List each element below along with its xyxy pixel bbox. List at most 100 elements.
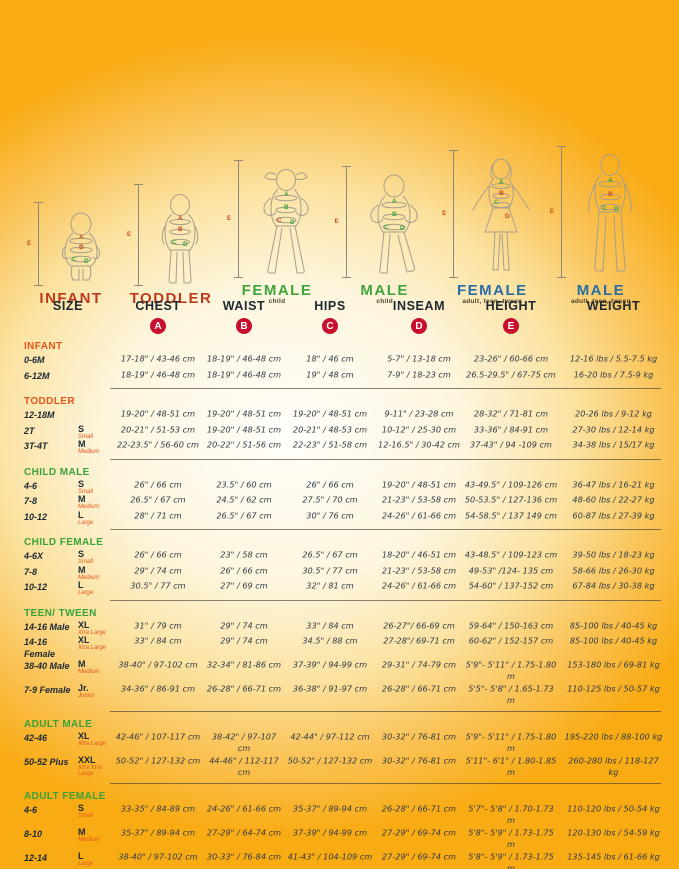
table-row: 8-10 M Medium 35-37" / 89-94 cm 27-29" / 64-… — [24, 828, 667, 852]
row-size: M Medium — [78, 440, 112, 456]
row-size: S Small — [78, 478, 112, 495]
size-letter: Jr. — [78, 683, 89, 693]
chest-cell: 18-19" / 46-48 cm — [120, 370, 196, 381]
section-divider — [110, 599, 661, 601]
chest-cell: 33-35" / 84-89 cm — [120, 804, 196, 815]
figure-male-adult: E A B C D — [550, 146, 645, 306]
column-header-size: SIZE — [24, 299, 112, 334]
hips-cell: 32" / 81 cm — [306, 581, 354, 592]
column-label: WEIGHT — [586, 299, 641, 313]
size-letter: L — [78, 851, 84, 861]
size-sublabel: Xtra Large — [78, 629, 107, 636]
section-title: INFANT — [24, 341, 63, 352]
chest-cell: 31" / 79 cm — [134, 621, 182, 632]
measure-letter-badge: D — [411, 318, 427, 334]
height-cell: 60-62" / 152-157 cm — [468, 636, 554, 647]
section-title: ADULT FEMALE — [24, 791, 106, 802]
height-cell: 59-64" / 150-163 cm — [468, 621, 554, 632]
section-infant: INFANT 0-6M 17-18" / 43-46 cm 18-19" / 46-4… — [24, 341, 667, 389]
figure-letter-a: A — [178, 215, 183, 222]
chest-cell: 42-46" / 107-117 cm — [115, 732, 201, 743]
figure-letter-b: B — [608, 191, 613, 198]
section-toddler: TODDLER 12-18M 19-20" / 48-51 cm 19-20" / 4… — [24, 396, 667, 460]
weight-cell: 110-125 lbs / 50-57 kg — [567, 684, 660, 695]
waist-cell: 30-33" / 76-84 cm — [206, 852, 282, 863]
height-cell: 37-43" / 94 -109 cm — [470, 440, 552, 451]
size-letter: XL — [78, 635, 90, 645]
table-row: 3T-4T M Medium 22-23.5" / 56-60 cm 20-22" / … — [24, 440, 667, 456]
chest-cell: 26" / 66 cm — [134, 480, 182, 491]
inseam-cell: 5-7" / 13-18 cm — [387, 354, 451, 365]
height-measure-line: E — [127, 184, 143, 286]
table-header: SIZE CHEST A WAIST B HIPS C INSEAM D HEIGHT E WEIGH… — [24, 299, 667, 334]
inseam-cell: 10-12" / 25-30 cm — [381, 425, 457, 436]
figure-label: INFANT — [39, 290, 103, 307]
size-sublabel: Small — [78, 559, 94, 565]
table-row: 2T S Small 20-21" / 51-53 cm 19-20" / 48-51 … — [24, 423, 667, 441]
hips-cell: 35-37" / 89-94 cm — [292, 804, 368, 815]
chest-cell: 30.5" / 77 cm — [130, 581, 186, 592]
section-title: TEEN/ TWEEN — [24, 607, 97, 619]
inseam-cell: 7-9" / 18-23 cm — [387, 370, 451, 381]
table-row: 14-16 Male XL Xtra Large 31" / 79 cm 29" / 7… — [24, 620, 667, 637]
weight-cell: 60-87 lbs / 27-39 kg — [572, 511, 655, 522]
height-measure-line: E — [335, 166, 351, 278]
size-sublabel: Small — [78, 433, 94, 440]
row-size: M Medium — [78, 495, 112, 511]
weight-cell: 67-84 lbs / 30-38 kg — [572, 581, 655, 592]
column-header-height: HEIGHT E — [462, 299, 560, 334]
waist-cell: 29" / 74 cm — [220, 621, 268, 632]
size-letter: S — [78, 423, 85, 434]
inseam-cell: 30-32" / 76-81 cm — [381, 732, 457, 743]
size-letter: S — [78, 478, 85, 489]
section-child-female: CHILD FEMALE 4-6X S Small 26" / 66 cm 23" / 5… — [24, 537, 667, 601]
column-header-hips: HIPS C — [284, 299, 376, 334]
weight-cell: 36-47 lbs / 16-21 kg — [572, 480, 655, 491]
row-size: L Large — [78, 510, 112, 526]
size-sublabel: Small — [78, 813, 94, 819]
waist-cell: 24.5" / 62 cm — [216, 495, 272, 506]
size-letter: XXL — [78, 755, 96, 765]
height-cell: 43-48.5" / 109-123 cm — [464, 550, 558, 561]
infant-figure-icon: A B C D — [61, 212, 101, 281]
figure-sublabel: child — [268, 298, 286, 305]
column-header-inseam: INSEAM D — [376, 299, 462, 334]
inseam-cell: 12-16.5" / 30-42 cm — [378, 440, 460, 451]
height-cell: 5'9"- 5'11" / 1.75-1.80 m — [465, 660, 557, 683]
height-cell: 33-36" / 84-91 cm — [473, 425, 549, 436]
size-letter: S — [78, 549, 85, 559]
figure-label: TODDLER — [129, 290, 213, 307]
waist-cell: 19-20" / 48-51 cm — [206, 409, 282, 420]
column-header-waist: WAIST B — [204, 299, 284, 334]
size-letter: M — [78, 564, 86, 575]
table-row: 6-12M 18-19" / 46-48 cm 18-19" / 46-48 cm 1… — [24, 370, 667, 386]
waist-cell: 29" / 74 cm — [220, 636, 268, 647]
figure-label: FEMALE — [241, 282, 313, 299]
row-label: 4-6X — [24, 551, 44, 561]
female-adult-figure-icon: A B C D — [472, 158, 530, 271]
weight-cell: 39-50 lbs / 18-23 kg — [572, 550, 655, 561]
size-sublabel: Large — [78, 519, 94, 526]
figure-letter-d: D — [84, 258, 89, 265]
size-letter: M — [78, 659, 86, 669]
table-row: 0-6M 17-18" / 43-46 cm 18-19" / 46-48 cm 18… — [24, 354, 667, 370]
waist-cell: 26" / 66 cm — [220, 566, 268, 577]
weight-cell: 195-220 lbs / 88-100 kg — [564, 732, 663, 743]
hips-cell: 37-39" / 94-99 cm — [292, 828, 368, 839]
table-row: 4-6 S Small 26" / 66 cm 23.5" / 60 cm 26" / 6… — [24, 478, 667, 496]
height-cell: 54-58.5" / 137 149 cm — [465, 511, 557, 522]
chest-cell: 38-40" / 97-102 cm — [118, 660, 198, 671]
hips-cell: 22-23" / 51-58 cm — [292, 440, 368, 451]
weight-cell: 85-100 lbs / 40-45 kg — [569, 621, 658, 632]
height-cell: 49-53" /124- 135 cm — [468, 566, 554, 577]
inseam-cell: 24-26" / 61-66 cm — [381, 511, 457, 522]
figure-letter-a: A — [608, 177, 613, 184]
section-divider — [110, 529, 661, 530]
hips-cell: 50-52" / 127-132 cm — [287, 756, 373, 767]
column-label: INSEAM — [392, 299, 446, 313]
height-measure-line: E — [27, 202, 43, 286]
height-measure-line: E — [227, 160, 244, 278]
table-row: 10-12 L Large 30.5" / 77 cm 27" / 69 cm 32" /… — [24, 581, 667, 597]
height-cell: 5'5"- 5'8" / 1.65-1.73 m — [468, 684, 554, 707]
